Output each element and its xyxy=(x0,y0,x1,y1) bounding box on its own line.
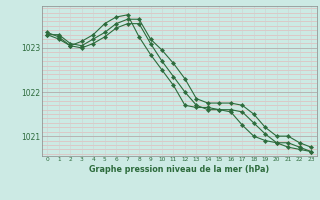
X-axis label: Graphe pression niveau de la mer (hPa): Graphe pression niveau de la mer (hPa) xyxy=(89,165,269,174)
